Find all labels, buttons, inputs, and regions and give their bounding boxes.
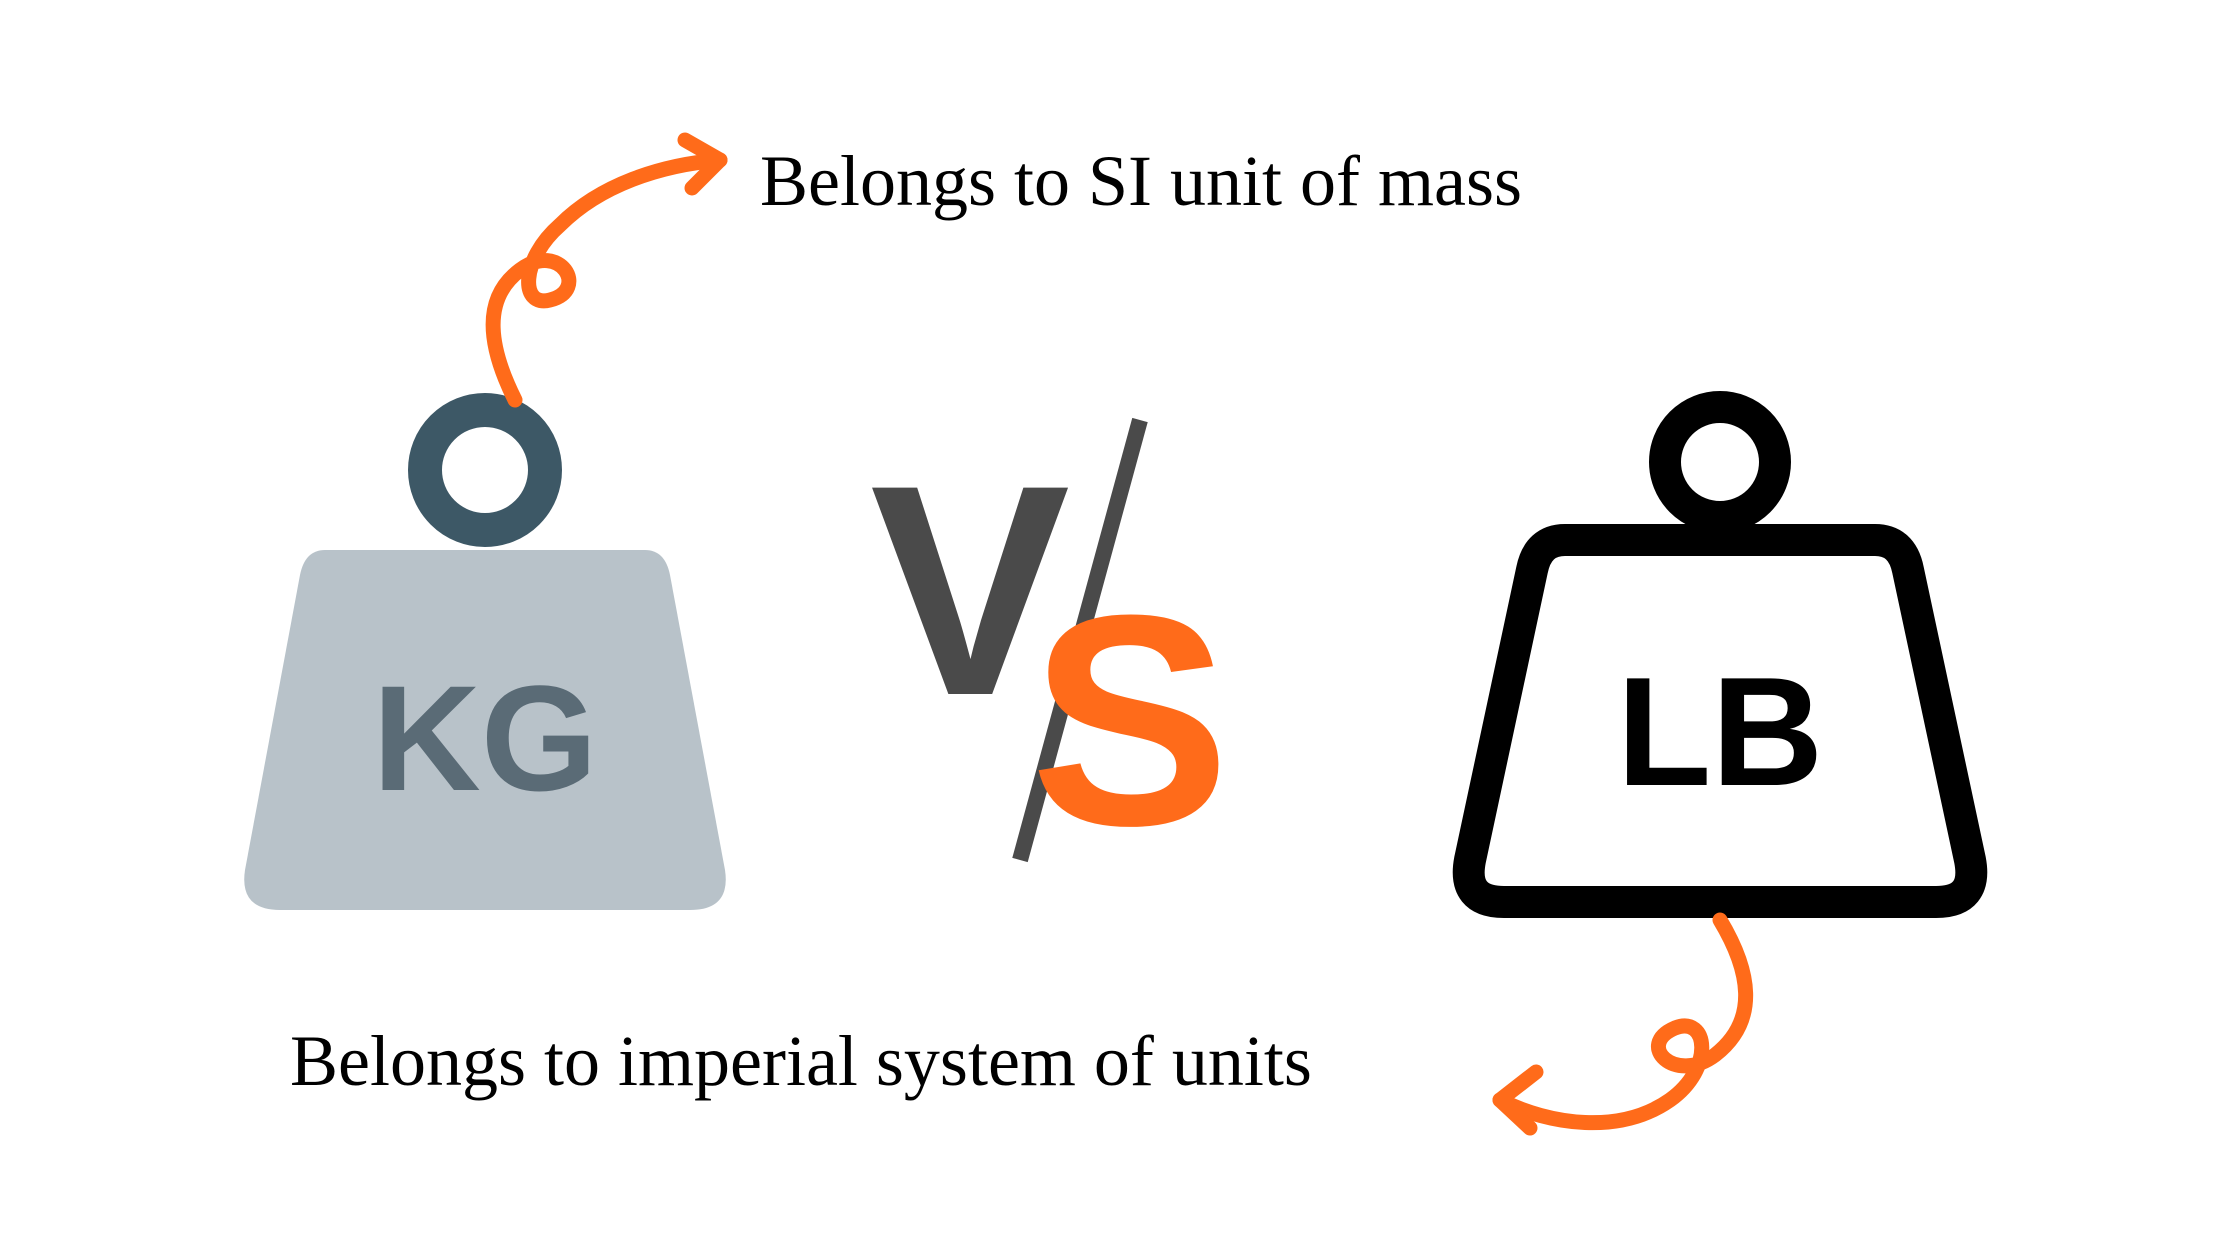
annotation-imperial: Belongs to imperial system of units bbox=[290, 1020, 1312, 1103]
vs-s-letter: S bbox=[1030, 570, 1230, 870]
kg-weight-icon: KG bbox=[235, 390, 735, 920]
vs-divider: V S bbox=[870, 440, 1290, 880]
lb-label: LB bbox=[1617, 645, 1824, 818]
kg-label: KG bbox=[373, 654, 598, 822]
infographic-canvas: KG V S LB Belongs to SI unit of mass Bel… bbox=[0, 0, 2240, 1260]
arrow-bottom-icon bbox=[1470, 900, 1770, 1150]
annotation-si-unit: Belongs to SI unit of mass bbox=[760, 140, 1522, 223]
lb-weight-icon: LB bbox=[1450, 390, 1990, 920]
arrow-top-icon bbox=[440, 130, 760, 410]
